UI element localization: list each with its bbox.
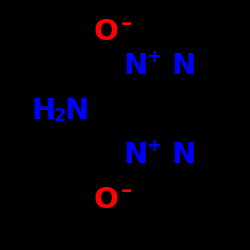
Text: N: N: [123, 52, 147, 80]
Text: O: O: [94, 186, 119, 214]
Text: N: N: [64, 97, 88, 125]
Text: –: –: [120, 181, 132, 201]
Text: N: N: [172, 52, 196, 80]
Text: N: N: [172, 141, 196, 169]
Text: 2: 2: [54, 107, 66, 125]
Text: N: N: [123, 141, 147, 169]
Text: H: H: [32, 97, 56, 125]
Text: –: –: [120, 14, 132, 34]
Text: O: O: [94, 18, 119, 46]
Text: +: +: [146, 48, 161, 66]
Text: +: +: [146, 137, 161, 155]
